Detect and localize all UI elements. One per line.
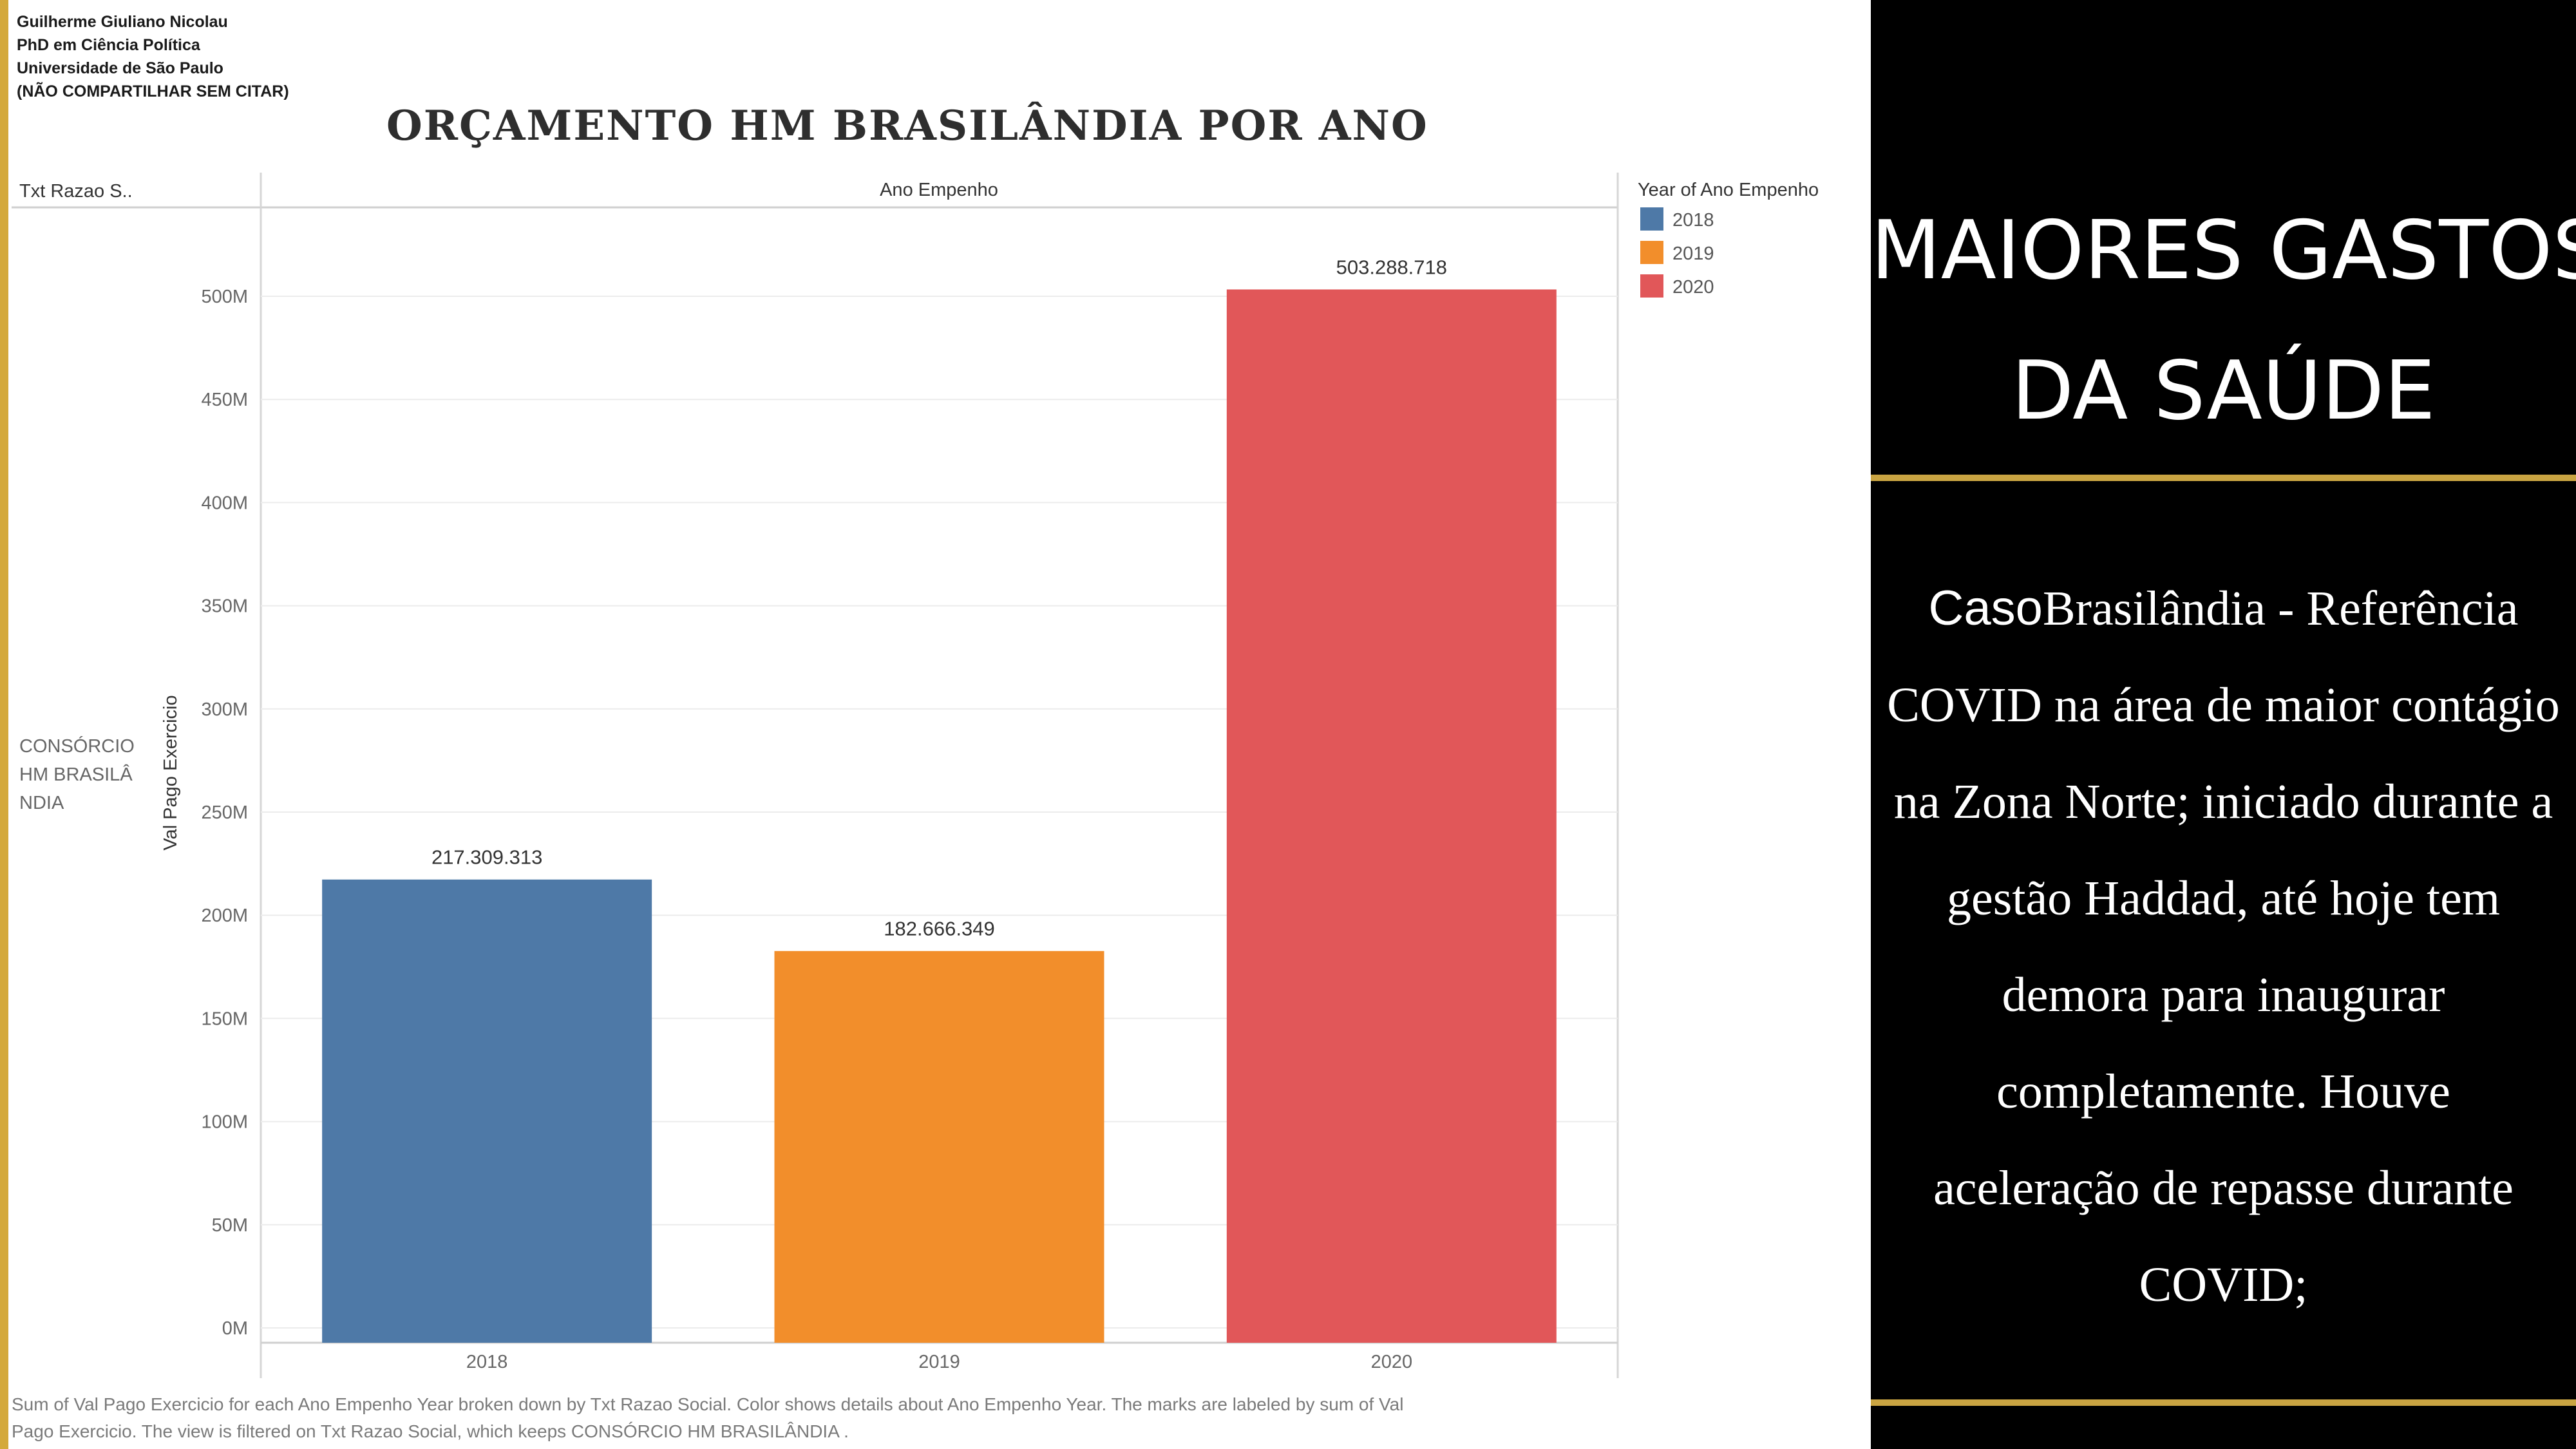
author-degree: PhD em Ciência Política <box>17 36 200 54</box>
y-tick-label: 100M <box>201 1112 248 1133</box>
panel-body-line-1: CasoBrasilândia - Referência <box>1871 560 2576 657</box>
row-label-line-1: CONSÓRCIO <box>19 735 135 757</box>
y-tick-label: 150M <box>201 1009 248 1029</box>
legend-item-label: 2019 <box>1672 243 1714 264</box>
x-tick-label: 2020 <box>1371 1352 1413 1372</box>
y-tick-labels: 0M 50M 100M 150M 200M 250M 300M 350M 400M 450M 500… <box>201 287 248 1339</box>
bar-2020 <box>1226 289 1557 1343</box>
panel-body-line-1-rest: Brasilândia - Referência <box>2042 582 2519 636</box>
y-tick-label: 0M <box>222 1318 248 1339</box>
bar-value-label: 182.666.349 <box>884 918 994 940</box>
bar-value-label: 503.288.718 <box>1336 256 1447 278</box>
y-tick-label: 300M <box>201 699 248 720</box>
y-tick-label: 450M <box>201 390 248 410</box>
panel-heading-line-1: MAIORES GASTOS <box>1871 203 2576 298</box>
bar-value-labels: 217.309.313 182.666.349 503.288.718 <box>431 256 1447 940</box>
y-tick-label: 50M <box>212 1215 248 1236</box>
panel-body-line-6: completamente. Houve <box>1996 1065 2450 1119</box>
panel-body-line-3: na Zona Norte; iniciado durante a <box>1893 775 2553 829</box>
panel-body-text: CasoBrasilândia - Referência COVID na ár… <box>1871 560 2576 1333</box>
author-name: Guilherme Giuliano Nicolau <box>17 13 228 31</box>
gold-divider-top <box>1871 475 2576 481</box>
bars <box>322 289 1557 1343</box>
legend-item-label: 2018 <box>1672 210 1714 231</box>
gold-divider-bottom <box>1871 1399 2576 1406</box>
panel-heading: MAIORES GASTOS DA SAÚDE <box>1871 180 2576 461</box>
legend-swatch-2019 <box>1640 241 1663 264</box>
chart-caption: Sum of Val Pago Exercicio for each Ano E… <box>12 1391 1622 1445</box>
y-tick-label: 400M <box>201 493 248 513</box>
bar-chart: Txt Razao S.. Ano Empenho CONSÓRCIO HM B… <box>12 173 1819 1378</box>
row-label-line-3: NDIA <box>19 793 64 813</box>
legend: Year of Ano Empenho 2018 2019 2020 <box>1638 180 1819 298</box>
bar-value-label: 217.309.313 <box>431 846 542 869</box>
y-tick-label: 200M <box>201 905 248 926</box>
author-credit: Guilherme Giuliano Nicolau PhD em Ciênci… <box>17 10 289 103</box>
row-label-line-2: HM BRASILÂ <box>19 764 133 785</box>
legend-title: Year of Ano Empenho <box>1638 180 1819 200</box>
x-tick-labels: 2018 2019 2020 <box>466 1352 1412 1372</box>
caption-line-1: Sum of Val Pago Exercicio for each Ano E… <box>12 1394 1404 1414</box>
legend-swatch-2018 <box>1640 207 1663 231</box>
row-dimension-header: Txt Razao S.. <box>19 181 133 202</box>
column-dimension-header: Ano Empenho <box>880 180 998 200</box>
panel-body-line-8: COVID; <box>2139 1258 2308 1312</box>
panel-body-line-4: gestão Haddad, até hoje tem <box>1947 871 2500 925</box>
bar-2018 <box>322 879 652 1343</box>
panel-body-lead: Caso <box>1928 581 2043 636</box>
bar-2019 <box>774 951 1104 1343</box>
panel-body-line-7: aceleração de repasse durante <box>1933 1161 2514 1215</box>
y-axis-title: Val Pago Exercicio <box>160 695 181 850</box>
x-tick-label: 2018 <box>466 1352 508 1372</box>
row-label: CONSÓRCIO HM BRASILÂ NDIA <box>19 735 135 813</box>
y-tick-label: 500M <box>201 287 248 307</box>
chart-title: ORÇAMENTO HM BRASILÂNDIA POR ANO <box>386 102 1428 150</box>
legend-swatch-2020 <box>1640 274 1663 298</box>
panel-heading-line-2: DA SAÚDE <box>2011 343 2436 438</box>
legend-item-label: 2020 <box>1672 277 1714 298</box>
author-university: Universidade de São Paulo <box>17 59 223 77</box>
y-tick-label: 350M <box>201 596 248 617</box>
left-accent-bar <box>0 0 8 1449</box>
panel-body-line-5: demora para inaugurar <box>2002 968 2445 1022</box>
x-tick-label: 2019 <box>918 1352 960 1372</box>
caption-line-2: Pago Exercicio. The view is filtered on … <box>12 1421 849 1441</box>
author-notice: (NÃO COMPARTILHAR SEM CITAR) <box>17 82 289 100</box>
commentary-panel: MAIORES GASTOS DA SAÚDE CasoBrasilândia … <box>1871 0 2576 1449</box>
y-tick-label: 250M <box>201 802 248 823</box>
panel-body-line-2: COVID na área de maior contágio <box>1887 678 2560 732</box>
